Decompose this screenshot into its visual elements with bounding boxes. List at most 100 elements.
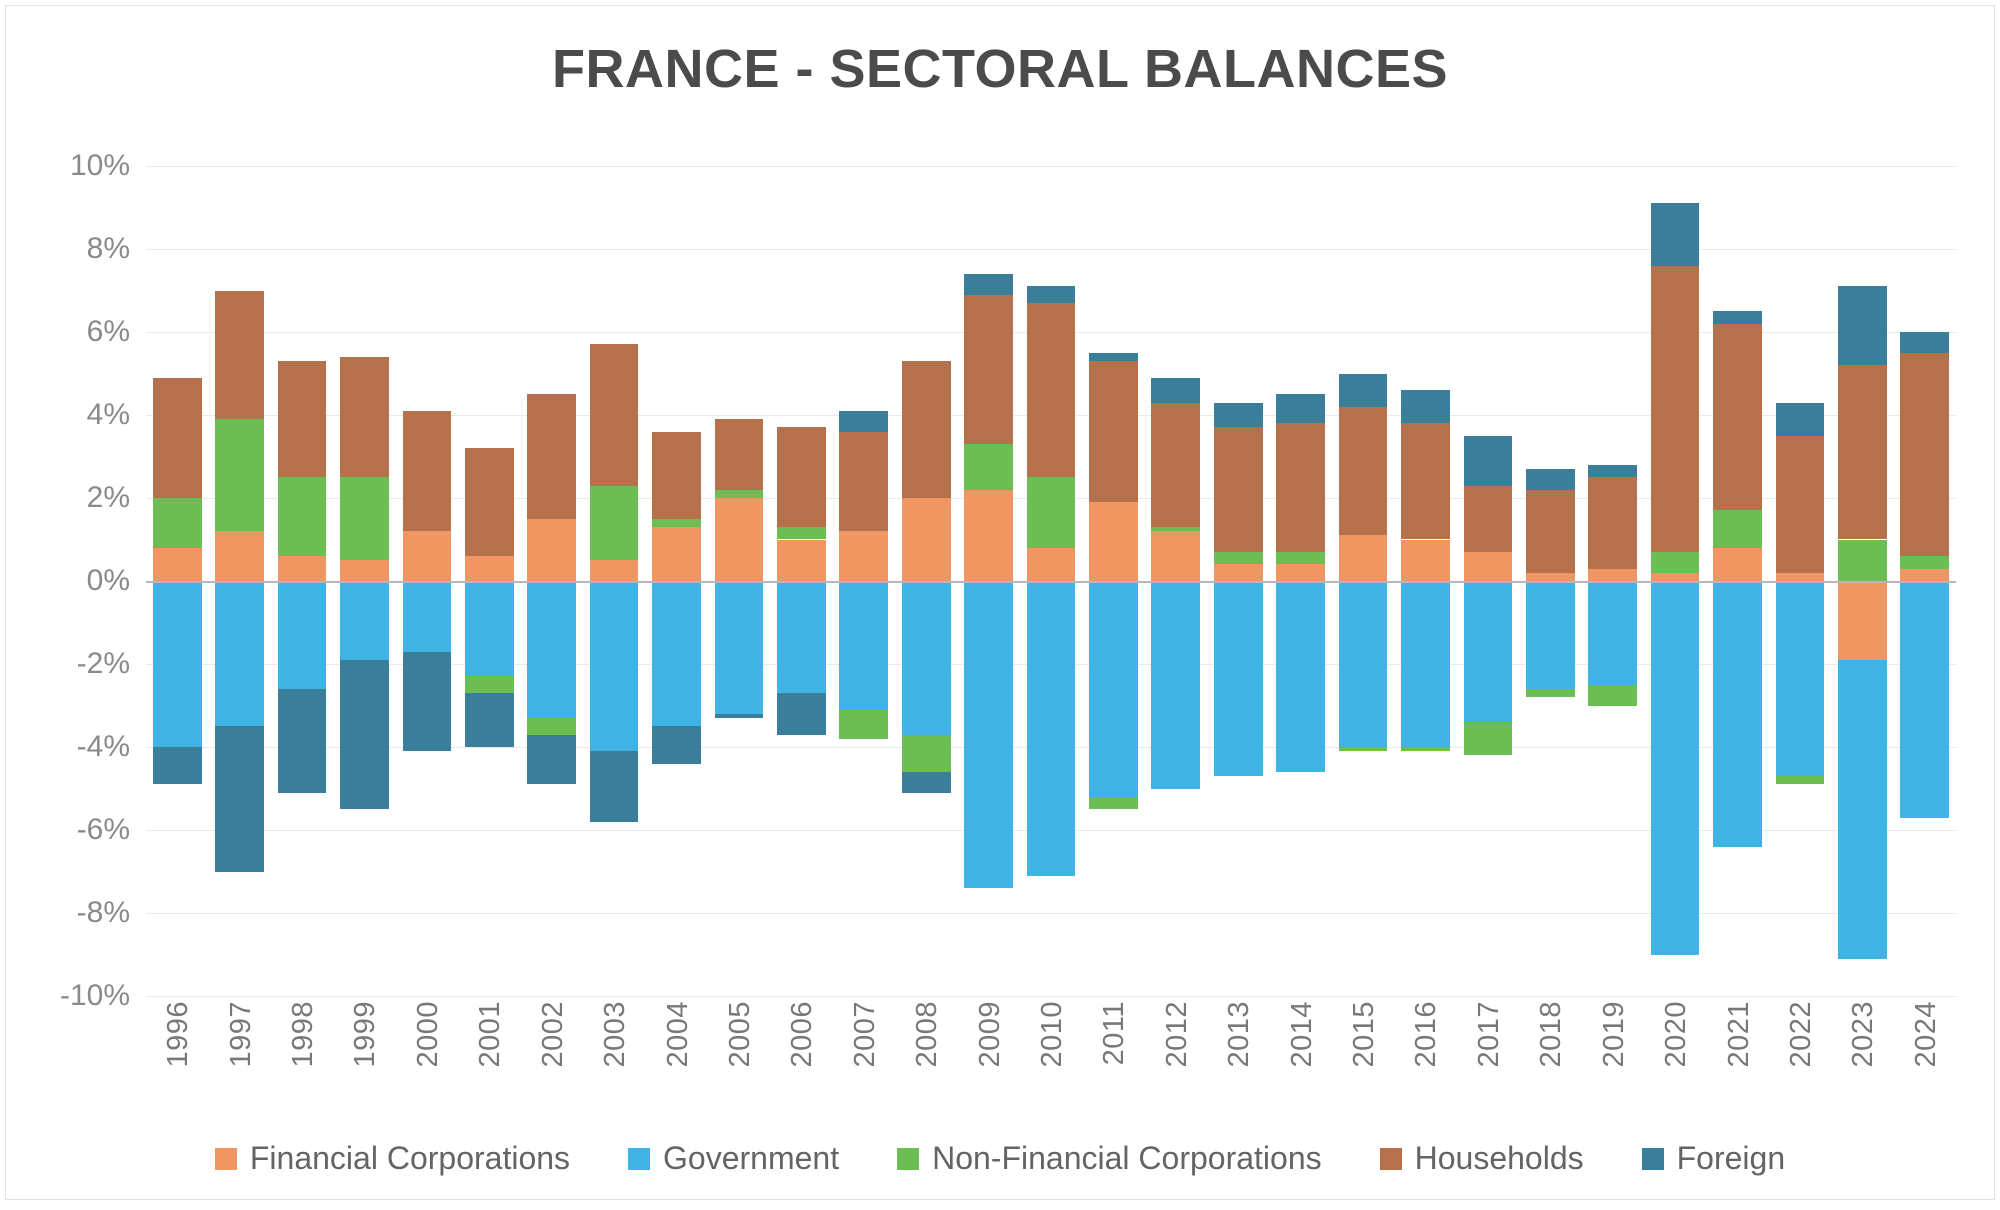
legend-swatch-icon [628,1147,651,1170]
bar-segment [1026,302,1076,478]
bar-segment [714,498,764,581]
bar-segment [1775,402,1825,436]
bar-segment [1213,551,1263,565]
bar-group[interactable] [714,166,764,996]
bar-segment [527,734,577,785]
bar-segment [1588,477,1638,569]
bar-segment [340,581,389,660]
x-axis-tick-label: 2011 [1098,1001,1131,1066]
bar-segment [964,581,1013,889]
bar-group[interactable] [1900,166,1950,996]
gridline: 8% [87,232,1956,265]
bar-group[interactable] [964,166,1013,996]
bar-segment [464,581,514,677]
bar-segment [1713,323,1762,511]
bar-segment [714,581,764,714]
legend-item[interactable]: Households [1379,1140,1584,1177]
bar-segment [1900,332,1950,353]
bar-segment [1650,265,1700,552]
bar-segment [1463,551,1513,581]
bar-group[interactable] [589,166,639,996]
bar-segment [901,361,951,498]
bar-group[interactable] [1650,166,1700,996]
x-axis-labels: 1996 1997 1998 1999 2000 2001 2002 2003 2004 2005… [146,1001,1956,1121]
bar-segment [839,709,889,739]
bar-group[interactable] [652,166,701,996]
bar-segment [1775,776,1825,785]
bar-group[interactable] [464,166,514,996]
bar-group[interactable] [402,166,452,996]
bar-segment [839,531,889,581]
bar-segment [527,394,577,519]
bar-segment [1838,581,1887,660]
bar-group[interactable] [1775,166,1825,996]
bar-segment [901,581,951,735]
bar-group[interactable] [777,166,826,996]
bar-segment [1650,551,1700,573]
bar-segment [652,518,701,528]
gridline: 10% [70,149,1956,182]
bar-segment [1463,581,1513,723]
bar-segment [1151,377,1201,403]
legend-item[interactable]: Government [628,1140,839,1177]
bar-group[interactable] [152,166,202,996]
bar-group[interactable] [340,166,389,996]
bar-segment [1276,423,1325,552]
legend-label: Non-Financial Corporations [932,1140,1322,1176]
bar-group[interactable] [1838,166,1887,996]
bar-group[interactable] [1026,166,1076,996]
bar-group[interactable] [1089,166,1138,996]
legend-item[interactable]: Foreign [1641,1140,1785,1177]
bar-group[interactable] [277,166,327,996]
bar-group[interactable] [901,166,951,996]
bar-segment [527,581,577,718]
bar-segment [1089,361,1138,503]
x-axis-tick-label: 2013 [1223,1001,1256,1068]
bar-segment [1900,556,1950,569]
bar-segment [1588,568,1638,581]
y-axis-tick-label: -6% [76,813,130,846]
bar-segment [1338,535,1388,581]
bar-group[interactable] [839,166,889,996]
bar-group[interactable] [1463,166,1513,996]
bar-segment [1588,581,1638,685]
bar-segment [1338,406,1388,536]
bar-segment [964,294,1013,445]
bar-segment [1838,659,1887,959]
bar-segment [215,726,264,872]
bar-segment [1151,581,1201,789]
bar-segment [152,747,202,785]
bar-segment [589,751,639,822]
bar-group[interactable] [527,166,577,996]
legend-item[interactable]: Financial Corporations [214,1140,570,1177]
bar-segment [652,726,701,764]
bar-segment [839,581,889,710]
bar-segment [1838,539,1887,581]
bar-segment [464,556,514,581]
bar-group[interactable] [1588,166,1638,996]
chart-legend: Financial Corporations Government Non-Fina… [6,1140,1994,1177]
chart-container: FRANCE - SECTORAL BALANCES 10% 8% 6% 4% 2% 0%… [5,5,1995,1200]
bar-segment [1213,427,1263,552]
bar-group[interactable] [1213,166,1263,996]
bar-group[interactable] [1525,166,1575,996]
bar-segment [402,531,452,581]
bar-group[interactable] [1276,166,1325,996]
bar-segment [340,477,389,561]
bar-group[interactable] [1713,166,1762,996]
x-axis-tick-label: 2002 [536,1001,569,1068]
bar-group[interactable] [1151,166,1201,996]
bar-segment [152,498,202,548]
bar-segment [1338,747,1388,752]
bar-segment [652,431,701,519]
bar-segment [1525,468,1575,490]
bar-group[interactable] [1338,166,1388,996]
bar-segment [215,581,264,727]
legend-item[interactable]: Non-Financial Corporations [897,1140,1322,1177]
x-axis-tick-label: 2024 [1909,1001,1942,1068]
bar-group[interactable] [1401,166,1450,996]
bar-group[interactable] [215,166,264,996]
bar-segment [1338,373,1388,407]
x-axis-tick-label: 2023 [1847,1001,1880,1068]
bar-segment [464,693,514,747]
